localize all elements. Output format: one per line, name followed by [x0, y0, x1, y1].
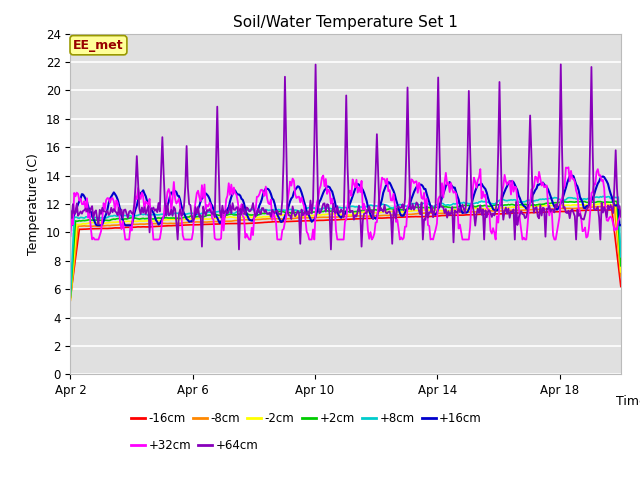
+32cm — [387, 197, 395, 203]
+8cm — [109, 213, 116, 219]
+64cm — [503, 211, 511, 216]
+2cm — [386, 206, 394, 212]
+32cm — [450, 190, 458, 196]
+16cm — [490, 207, 498, 213]
+16cm — [386, 180, 394, 186]
-8cm — [386, 212, 394, 218]
-16cm — [386, 215, 394, 221]
+32cm — [573, 192, 581, 197]
+32cm — [503, 182, 511, 188]
+64cm — [450, 240, 458, 245]
+64cm — [492, 207, 499, 213]
+32cm — [492, 237, 499, 242]
Line: -8cm: -8cm — [70, 206, 621, 300]
+2cm — [449, 204, 456, 210]
-16cm — [502, 211, 509, 216]
+2cm — [611, 198, 618, 204]
-16cm — [449, 212, 456, 218]
Line: -2cm: -2cm — [70, 204, 621, 300]
+8cm — [502, 198, 509, 204]
+2cm — [109, 216, 116, 222]
Line: +16cm: +16cm — [70, 176, 621, 225]
-8cm — [571, 205, 579, 211]
+16cm — [449, 183, 456, 189]
-16cm — [490, 211, 498, 217]
-16cm — [571, 208, 579, 214]
+8cm — [449, 202, 456, 207]
+64cm — [573, 207, 581, 213]
+2cm — [617, 263, 625, 269]
+64cm — [617, 214, 625, 219]
+32cm — [110, 198, 118, 204]
-2cm — [596, 201, 604, 206]
-8cm — [109, 222, 116, 228]
+16cm — [567, 173, 575, 179]
+8cm — [386, 204, 394, 210]
+8cm — [67, 293, 74, 299]
-8cm — [611, 204, 618, 209]
-16cm — [608, 207, 616, 213]
+16cm — [67, 222, 74, 228]
+32cm — [564, 165, 572, 170]
+2cm — [490, 203, 498, 208]
+32cm — [617, 211, 625, 216]
Line: +8cm: +8cm — [70, 196, 621, 296]
Line: +64cm: +64cm — [70, 64, 621, 250]
+16cm — [502, 186, 509, 192]
+8cm — [599, 193, 607, 199]
+2cm — [502, 202, 509, 208]
+8cm — [617, 254, 625, 260]
+8cm — [571, 195, 579, 201]
-2cm — [490, 205, 498, 211]
-16cm — [67, 294, 74, 300]
-2cm — [617, 269, 625, 275]
Line: +32cm: +32cm — [70, 168, 621, 240]
+64cm — [557, 61, 564, 67]
+64cm — [235, 247, 243, 252]
-8cm — [490, 208, 498, 214]
-2cm — [109, 219, 116, 225]
-16cm — [109, 225, 116, 231]
+64cm — [67, 208, 74, 214]
-2cm — [502, 205, 509, 211]
-8cm — [617, 273, 625, 279]
+16cm — [109, 192, 116, 197]
+64cm — [109, 209, 116, 215]
+64cm — [387, 213, 395, 218]
X-axis label: Time: Time — [616, 395, 640, 408]
Y-axis label: Temperature (C): Temperature (C) — [27, 153, 40, 255]
-8cm — [449, 210, 456, 216]
-2cm — [449, 207, 456, 213]
+2cm — [67, 295, 74, 300]
+32cm — [91, 237, 99, 242]
-16cm — [617, 284, 625, 289]
Line: +2cm: +2cm — [70, 201, 621, 298]
+32cm — [67, 233, 74, 239]
-2cm — [386, 209, 394, 215]
+16cm — [572, 181, 580, 187]
Title: Soil/Water Temperature Set 1: Soil/Water Temperature Set 1 — [233, 15, 458, 30]
-8cm — [502, 208, 509, 214]
-8cm — [67, 298, 74, 303]
Line: -16cm: -16cm — [70, 210, 621, 297]
-2cm — [571, 202, 579, 208]
+16cm — [617, 222, 625, 228]
+8cm — [490, 201, 498, 207]
+2cm — [571, 199, 579, 205]
-2cm — [67, 297, 74, 302]
Text: EE_met: EE_met — [73, 39, 124, 52]
Legend: +32cm, +64cm: +32cm, +64cm — [126, 435, 263, 457]
